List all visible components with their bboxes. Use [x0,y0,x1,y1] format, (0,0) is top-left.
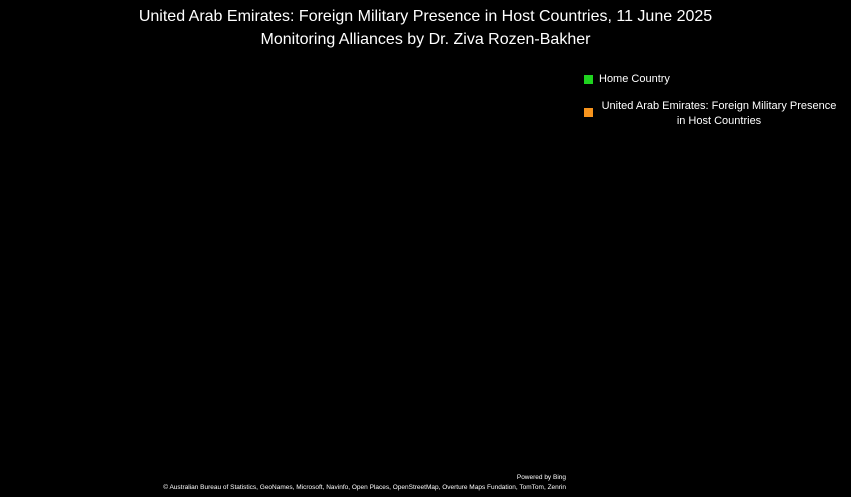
powered-by: Powered by Bing [516,474,566,481]
land [119,384,562,409]
land [194,254,223,281]
home-country [370,229,378,238]
legend-entry: United Arab Emirates: Foreign Military P… [584,99,839,129]
map-title: United Arab Emirates: Foreign Military P… [138,8,713,25]
legend-swatch [584,75,593,84]
map-subtitle: Monitoring Alliances by Dr. Ziva Rozen-B… [260,31,591,48]
legend-swatch [584,108,593,117]
host-country [352,243,361,257]
land [289,211,383,336]
legend-entry: Home Country [584,73,670,85]
legend-label: Home Country [599,73,670,85]
map-credits: © Australian Bureau of Statistics, GeoNa… [163,484,566,491]
land [261,139,313,181]
land [429,269,491,287]
land [99,149,281,256]
land [299,149,543,259]
host-country [353,257,382,292]
land [454,291,506,336]
legend-label: United Arab Emirates: Foreign Military P… [601,100,837,127]
host-country [359,244,380,260]
host-country [306,215,335,242]
land [209,274,267,383]
